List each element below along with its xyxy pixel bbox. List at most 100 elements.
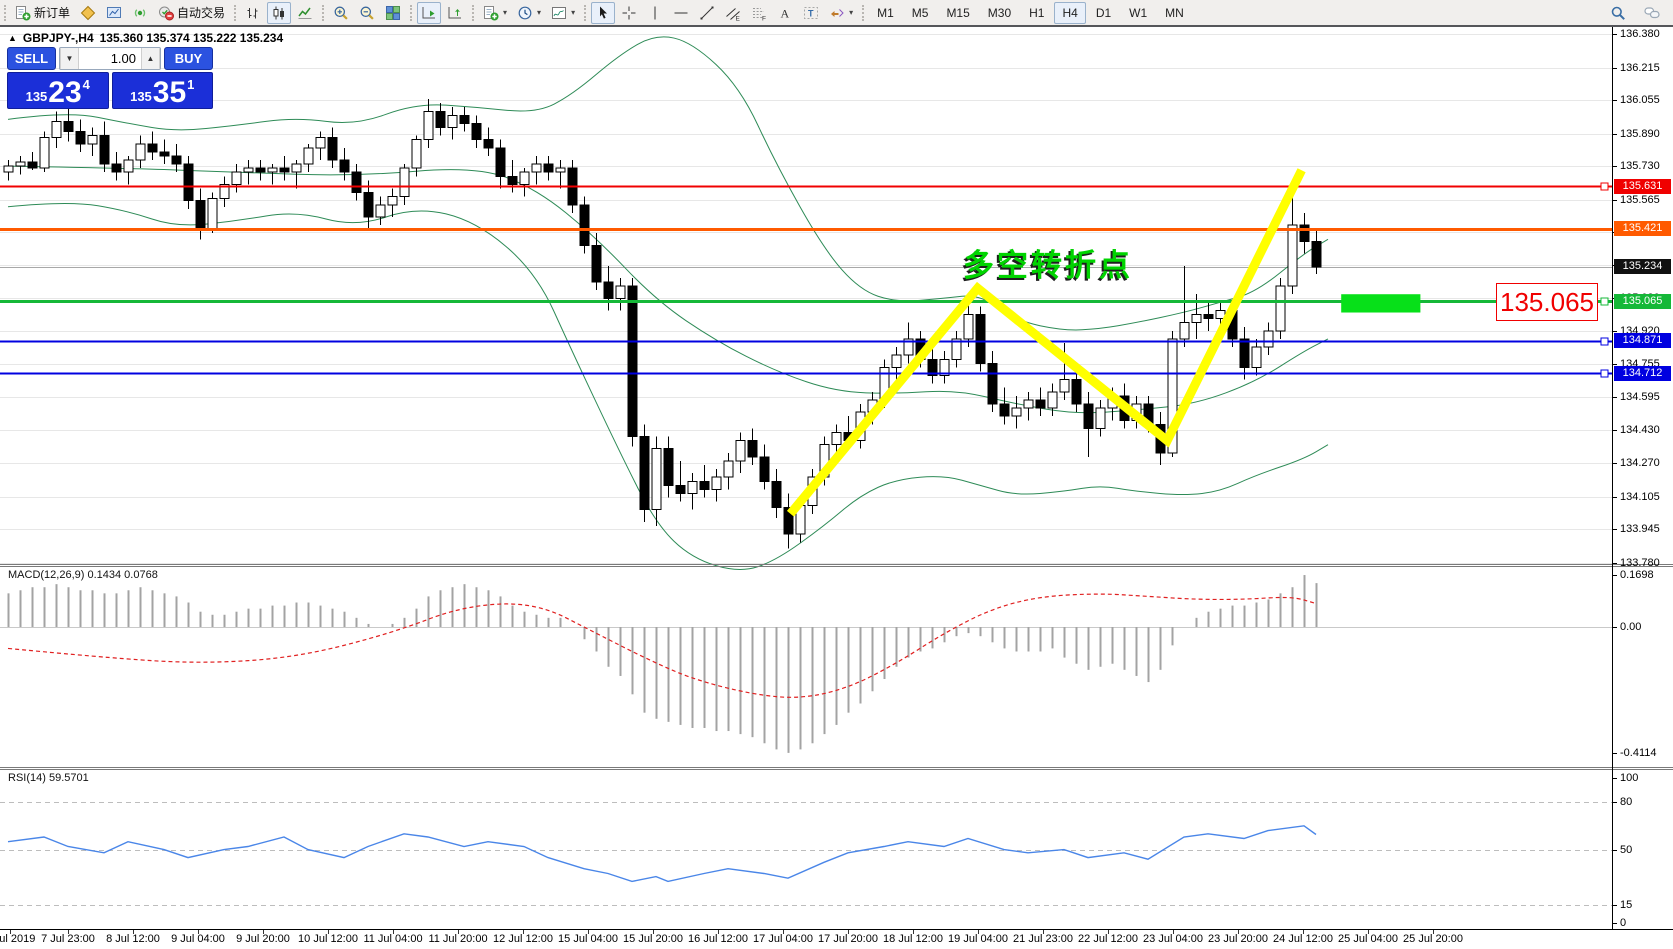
zoom-in-button[interactable] bbox=[329, 2, 353, 24]
new-chart-button[interactable]: ▾ bbox=[479, 2, 511, 24]
toolbar-grip[interactable] bbox=[4, 4, 6, 21]
chevron-down-icon: ▾ bbox=[503, 8, 508, 17]
toolbar-grip[interactable] bbox=[584, 4, 587, 21]
candle-body bbox=[603, 281, 614, 299]
charts-window-button[interactable] bbox=[102, 2, 126, 24]
candle-body bbox=[255, 167, 266, 173]
zoom-out-icon bbox=[359, 5, 375, 21]
candle-body bbox=[687, 480, 698, 494]
time-axis-label: 7 Jul 23:00 bbox=[41, 933, 95, 945]
signals-button[interactable] bbox=[128, 2, 152, 24]
arrow-shapes-button[interactable]: ▾ bbox=[825, 2, 857, 24]
chevron-down-icon: ▾ bbox=[537, 8, 542, 17]
price-callout-box[interactable]: 135.065 bbox=[1496, 283, 1598, 321]
volume-input[interactable] bbox=[79, 48, 141, 69]
text-label-button[interactable]: T bbox=[799, 2, 823, 24]
volume-increase-button[interactable]: ▲ bbox=[141, 48, 160, 69]
tf-m5-button[interactable]: M5 bbox=[904, 2, 937, 24]
candlestick-chart-button[interactable] bbox=[267, 1, 292, 24]
price-axis-tick: 135.890 bbox=[1620, 127, 1660, 140]
line-handle-marker[interactable] bbox=[1600, 297, 1609, 306]
buy-price-tile[interactable]: 135 35 1 bbox=[111, 72, 213, 109]
tf-mn-button[interactable]: MN bbox=[1157, 2, 1192, 24]
sell-price-big: 23 bbox=[48, 75, 82, 109]
time-axis-label: 25 Jul 04:00 bbox=[1338, 933, 1398, 945]
mql5-market-button[interactable] bbox=[76, 2, 100, 24]
candle-body bbox=[279, 167, 290, 173]
candle-body bbox=[327, 137, 338, 161]
new-order-button[interactable]: 新订单 bbox=[11, 1, 74, 24]
fibonacci-button[interactable]: F bbox=[747, 2, 771, 24]
crosshair-button[interactable] bbox=[617, 2, 641, 24]
candle-body bbox=[15, 161, 26, 167]
search-button[interactable] bbox=[1606, 2, 1630, 24]
equidistant-channel-icon: E bbox=[725, 5, 741, 21]
tf-d1-button[interactable]: D1 bbox=[1088, 2, 1119, 24]
horizontal-line-button[interactable] bbox=[669, 2, 693, 24]
auto-trading-button[interactable]: 自动交易 bbox=[154, 1, 229, 24]
candle-body bbox=[903, 338, 914, 356]
chart-shift-button[interactable] bbox=[443, 2, 467, 24]
auto-scroll-icon bbox=[421, 5, 437, 21]
auto-trading-label: 自动交易 bbox=[177, 6, 226, 20]
zigzag-annotation[interactable] bbox=[786, 168, 1306, 517]
line-chart-button[interactable] bbox=[293, 2, 317, 24]
svg-text:A: A bbox=[781, 6, 790, 20]
rsi-line bbox=[7, 825, 1317, 883]
toolbar-grip[interactable] bbox=[234, 4, 237, 21]
tf-m15-button[interactable]: M15 bbox=[938, 2, 977, 24]
candle-body bbox=[783, 507, 794, 535]
sell-button[interactable]: SELL bbox=[7, 47, 56, 70]
candle-body bbox=[471, 122, 482, 141]
tile-windows-button[interactable] bbox=[381, 2, 405, 24]
candle-body bbox=[219, 183, 230, 200]
candle-body bbox=[1275, 285, 1286, 332]
crosshair-icon bbox=[621, 5, 637, 21]
toolbar: 新订单 自动交易 ▾ ▾ ▾ E F A T ▾ M1 M5 M15 M30 H1 H4 D1 W1 MN bbox=[0, 0, 1673, 27]
candle-body bbox=[1071, 379, 1082, 405]
buy-button[interactable]: BUY bbox=[164, 47, 213, 70]
zoom-out-button[interactable] bbox=[355, 2, 379, 24]
highlight-box[interactable] bbox=[1341, 294, 1421, 313]
collapse-chart-icon[interactable]: ▲ bbox=[8, 33, 17, 43]
cursor-button[interactable] bbox=[591, 1, 616, 24]
equidistant-channel-button[interactable]: E bbox=[721, 2, 745, 24]
tf-m30-button[interactable]: M30 bbox=[980, 2, 1019, 24]
bar-chart-button[interactable] bbox=[241, 2, 265, 24]
vertical-line-button[interactable] bbox=[643, 2, 667, 24]
line-handle-marker[interactable] bbox=[1600, 337, 1609, 346]
chat-button[interactable] bbox=[1640, 2, 1664, 24]
candle-body bbox=[1179, 322, 1190, 340]
time-axis-label: 9 Jul 20:00 bbox=[236, 933, 290, 945]
volume-decrease-button[interactable]: ▼ bbox=[60, 48, 79, 69]
auto-scroll-button[interactable] bbox=[417, 1, 442, 24]
candle-body bbox=[1035, 399, 1046, 409]
trend-line-button[interactable] bbox=[695, 2, 719, 24]
tf-w1-button[interactable]: W1 bbox=[1121, 2, 1155, 24]
candle-body bbox=[1047, 391, 1058, 409]
text-button[interactable]: A bbox=[773, 2, 797, 24]
toolbar-grip[interactable] bbox=[322, 4, 325, 21]
toolbar-grip[interactable] bbox=[410, 4, 413, 21]
price-badge: 135.234 bbox=[1614, 259, 1671, 275]
periods-button[interactable]: ▾ bbox=[513, 2, 545, 24]
turning-point-annotation[interactable]: 多空转折点 bbox=[963, 248, 1133, 283]
candle-body bbox=[963, 314, 974, 340]
templates-button[interactable]: ▾ bbox=[547, 2, 579, 24]
time-axis-label: 12 Jul 12:00 bbox=[493, 933, 553, 945]
tf-h4-button[interactable]: H4 bbox=[1054, 1, 1086, 24]
toolbar-group bbox=[230, 0, 318, 25]
fibonacci-icon: F bbox=[751, 5, 767, 21]
tf-h1-button[interactable]: H1 bbox=[1021, 2, 1052, 24]
tf-m1-button[interactable]: M1 bbox=[869, 2, 902, 24]
candle-body bbox=[747, 440, 758, 458]
toolbar-grip[interactable] bbox=[862, 4, 865, 21]
line-handle-marker[interactable] bbox=[1600, 182, 1609, 191]
sell-price-tile[interactable]: 135 23 4 bbox=[7, 72, 109, 109]
toolbar-grip[interactable] bbox=[472, 4, 475, 21]
candle-body bbox=[123, 159, 134, 173]
candle-body bbox=[579, 204, 590, 246]
time-axis-label: 18 Jul 12:00 bbox=[883, 933, 943, 945]
line-handle-marker[interactable] bbox=[1600, 369, 1609, 378]
